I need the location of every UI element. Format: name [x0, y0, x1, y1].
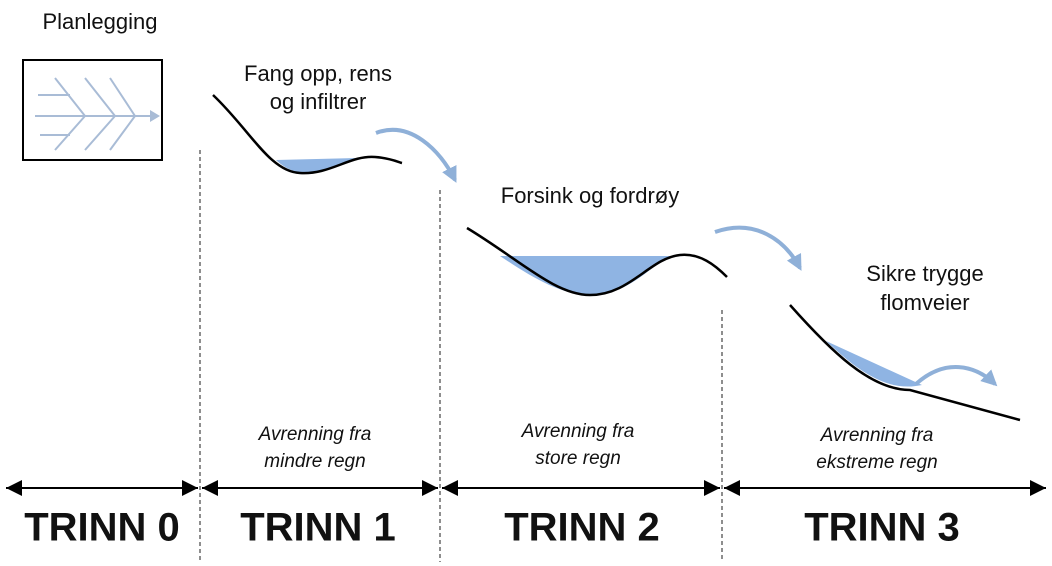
water [826, 341, 922, 387]
runoff-label: Avrenning fra [521, 421, 635, 442]
stage-name: TRINN 1 [240, 506, 396, 550]
water [500, 256, 672, 295]
flow-arrow [914, 365, 998, 387]
terrain [212, 94, 403, 175]
planning-icon [22, 59, 163, 161]
runoff-label: store regn [535, 448, 621, 469]
terrain [789, 304, 1021, 422]
runoff-label: mindre regn [264, 451, 365, 472]
water [276, 158, 357, 173]
stage-name: TRINN 3 [804, 506, 960, 550]
flow-arrow [375, 127, 457, 183]
stage-title: Planlegging [43, 9, 158, 34]
terrain [466, 226, 728, 297]
stage-title: flomveier [880, 290, 969, 315]
stage-name: TRINN 2 [504, 506, 660, 550]
stage-title: Fang opp, rens [244, 61, 392, 86]
runoff-label: Avrenning fra [820, 425, 934, 446]
flow-arrow [714, 225, 802, 271]
stage-name: TRINN 0 [24, 506, 180, 550]
stage-title: og infiltrer [270, 89, 367, 114]
runoff-label: Avrenning fra [258, 424, 372, 445]
runoff-label: ekstreme regn [816, 452, 937, 473]
stage-title: Forsink og fordrøy [501, 183, 680, 208]
stage-title: Sikre trygge [866, 261, 983, 286]
